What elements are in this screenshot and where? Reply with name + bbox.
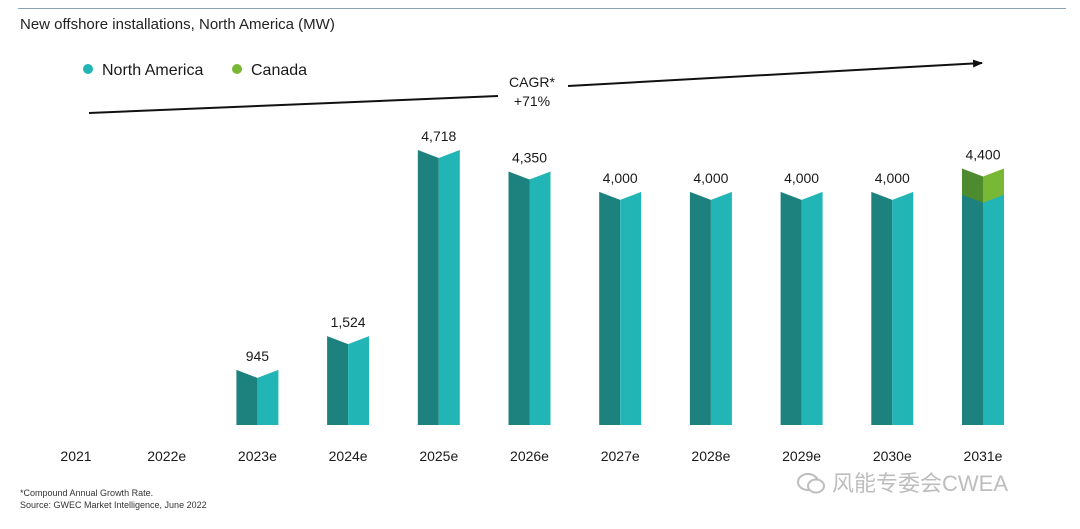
category-label-2026e: 2026e	[510, 448, 549, 464]
top-rule	[18, 8, 1066, 9]
bar-canada-2031e-left-face	[962, 168, 983, 203]
legend-swatch-canada	[232, 64, 242, 74]
bar-north-america-2028e-right-face	[710, 191, 732, 425]
value-label-2023e: 945	[246, 348, 270, 364]
bar-north-america-2026e-left-face	[508, 171, 530, 425]
footnote-source: Source: GWEC Market Intelligence, June 2…	[20, 500, 207, 510]
value-labels: 945 1,524 4,718 4,350 4,000 4,000 4,000 4,000 4,…	[246, 128, 1001, 364]
bar-north-america-top-2031e	[962, 194, 1004, 425]
footnote-definition: *Compound Annual Growth Rate.	[20, 488, 154, 498]
bar-north-america-2024e-left-face	[327, 336, 349, 425]
bar-north-america-2030e-left-face	[871, 191, 893, 425]
bar-north-america-2028e-left-face	[689, 191, 711, 425]
value-label-2027e: 4,000	[603, 170, 638, 186]
category-label-2023e: 2023e	[238, 448, 277, 464]
bar-north-america-2023e-right-face	[257, 369, 279, 425]
value-label-2026e: 4,350	[512, 149, 547, 165]
legend: North America Canada	[83, 62, 307, 79]
category-label-2031e: 2031e	[964, 448, 1003, 464]
cagr-arrow-left	[88, 95, 499, 114]
bar-canada-2031e	[962, 168, 1004, 203]
bar-north-america-2023e	[236, 369, 279, 425]
value-label-2024e: 1,524	[331, 314, 366, 330]
bars	[236, 150, 1004, 425]
bar-north-america-2026e	[508, 171, 551, 425]
value-label-2031e: 4,400	[965, 147, 1000, 163]
bar-north-america-2027e	[599, 191, 642, 425]
category-label-2021: 2021	[60, 448, 91, 464]
bar-north-america-2029e-right-face	[801, 191, 823, 425]
legend-label-canada: Canada	[251, 62, 307, 79]
category-label-2030e: 2030e	[873, 448, 912, 464]
category-label-2028e: 2028e	[691, 448, 730, 464]
bar-north-america-2026e-right-face	[529, 171, 551, 425]
category-label-2022e: 2022e	[147, 448, 186, 464]
bar-north-america-top-2031e-right-face	[983, 194, 1004, 425]
value-label-2028e: 4,000	[693, 170, 728, 186]
bar-north-america-2027e-left-face	[599, 191, 621, 425]
bar-north-america-2028e	[689, 191, 732, 425]
bar-canada-2031e-right-face	[983, 168, 1004, 203]
legend-label-north-america: North America	[102, 62, 203, 79]
bar-north-america-2024e-right-face	[348, 336, 370, 425]
bar-north-america-2024e	[327, 336, 370, 425]
value-label-2029e: 4,000	[784, 170, 819, 186]
bar-north-america-2025e	[417, 150, 460, 425]
bar-north-america-2023e-left-face	[236, 369, 258, 425]
bar-north-america-2025e-left-face	[417, 150, 439, 425]
cagr-annotation: CAGR* +71%	[88, 59, 983, 114]
bar-north-america-2025e-right-face	[438, 150, 460, 425]
bar-north-america-2030e-right-face	[892, 191, 914, 425]
category-label-2025e: 2025e	[419, 448, 458, 464]
category-label-2029e: 2029e	[782, 448, 821, 464]
bar-north-america-2027e-right-face	[620, 191, 642, 425]
bar-north-america-2029e-left-face	[780, 191, 802, 425]
cagr-value: +71%	[514, 93, 550, 109]
bar-north-america-2030e	[871, 191, 914, 425]
footnote: *Compound Annual Growth Rate. Source: GW…	[20, 487, 207, 511]
watermark: 风能专委会CWEA	[796, 466, 1008, 498]
category-labels: 2021 2022e 2023e 2024e 2025e 2026e 2027e 2028e 2…	[60, 448, 1002, 464]
wechat-icon	[797, 473, 825, 494]
category-label-2024e: 2024e	[329, 448, 368, 464]
bar-north-america-2029e	[780, 191, 823, 425]
value-label-2030e: 4,000	[875, 170, 910, 186]
chart-title: New offshore installations, North Americ…	[20, 16, 335, 33]
cagr-label: CAGR*	[509, 74, 555, 90]
bar-north-america-top-2031e-left-face	[962, 194, 983, 425]
legend-swatch-north-america	[83, 64, 93, 74]
category-label-2027e: 2027e	[601, 448, 640, 464]
cagr-arrow-right	[567, 59, 983, 87]
value-label-2025e: 4,718	[421, 128, 456, 144]
watermark-text: 风能专委会CWEA	[832, 471, 1009, 496]
